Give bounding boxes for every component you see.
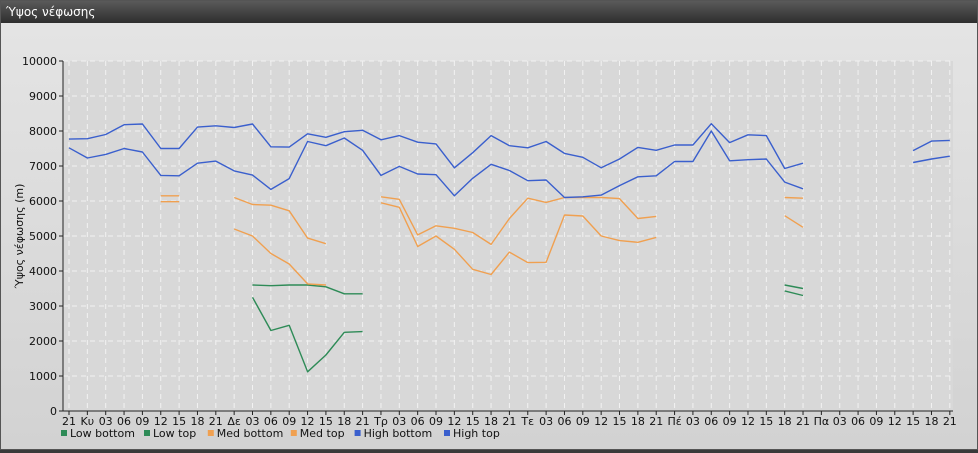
x-tick-label: 15 <box>906 415 920 428</box>
x-tick-label: 06 <box>264 415 278 428</box>
y-tick-label: 0 <box>50 405 57 418</box>
x-tick-label: 06 <box>117 415 131 428</box>
legend-label-low-top: Low top <box>153 427 196 440</box>
x-tick-label: 09 <box>869 415 883 428</box>
x-tick-label: 03 <box>833 415 847 428</box>
x-tick-label: 21 <box>796 415 810 428</box>
series-line-med-bottom <box>233 228 326 286</box>
x-tick-label: 21 <box>502 415 516 428</box>
x-tick-label: 15 <box>319 415 333 428</box>
x-tick-label: 09 <box>723 415 737 428</box>
x-tick-label: 21 <box>356 415 370 428</box>
legend-label-med-bottom: Med bottom <box>217 427 284 440</box>
x-tick-label: Πέ <box>667 415 681 428</box>
series-line-high-bottom <box>68 130 804 199</box>
y-tick-label: 9000 <box>29 90 57 103</box>
y-tick-label: 2000 <box>29 335 57 348</box>
series-line-high-top <box>68 122 804 170</box>
x-tick-label: 12 <box>594 415 608 428</box>
y-tick-label: 1000 <box>29 370 57 383</box>
x-tick-label: 21 <box>649 415 663 428</box>
x-tick-label: 18 <box>337 415 351 428</box>
y-tick-label: 3000 <box>29 300 57 313</box>
x-tick-label: 15 <box>613 415 627 428</box>
x-tick-label: 12 <box>301 415 315 428</box>
legend-swatch-med-bottom <box>207 430 214 436</box>
x-tick-label: 15 <box>466 415 480 428</box>
x-tick-label: Τρ <box>373 415 388 428</box>
x-tick-label: 09 <box>282 415 296 428</box>
window-title: Ύψος νέφωσης <box>6 5 96 19</box>
x-tick-label: 12 <box>741 415 755 428</box>
y-tick-label: 7000 <box>29 160 57 173</box>
x-tick-label: 03 <box>246 415 260 428</box>
x-tick-label: 06 <box>851 415 865 428</box>
legend-swatch-high-top <box>444 430 450 436</box>
x-tick-label: 18 <box>190 415 204 428</box>
y-tick-label: 4000 <box>29 265 57 278</box>
series-line-high-bottom <box>912 155 950 164</box>
x-tick-label: 21 <box>209 415 223 428</box>
x-tick-label: Δε <box>227 415 241 428</box>
x-tick-label: 09 <box>135 415 149 428</box>
series-line-med-top <box>784 196 804 199</box>
x-tick-label: 09 <box>576 415 590 428</box>
x-tick-label: 12 <box>447 415 461 428</box>
x-tick-label: 03 <box>99 415 113 428</box>
series-line-low-bottom <box>251 296 363 373</box>
x-tick-label: Πα <box>814 415 830 428</box>
x-tick-label: 06 <box>411 415 425 428</box>
legend-swatch-high-bottom <box>354 430 361 436</box>
x-tick-label: 06 <box>704 415 718 428</box>
title-bar: Ύψος νέφωσης <box>1 1 977 23</box>
y-tick-label: 10000 <box>22 55 57 68</box>
x-tick-label: 21 <box>943 415 957 428</box>
legend-label-high-top: High top <box>453 427 500 440</box>
y-tick-label: 5000 <box>29 230 57 243</box>
x-tick-label: 15 <box>172 415 186 428</box>
series-line-low-top <box>784 284 804 290</box>
x-tick-label: 09 <box>429 415 443 428</box>
y-tick-label: 8000 <box>29 125 57 138</box>
y-tick-label: 6000 <box>29 195 57 208</box>
series-line-med-top <box>233 196 327 245</box>
series-line-med-bottom <box>784 215 804 228</box>
x-tick-label: 21 <box>62 415 76 428</box>
x-tick-label: 03 <box>686 415 700 428</box>
series-line-med-bottom <box>380 202 657 276</box>
x-tick-label: 18 <box>484 415 498 428</box>
x-tick-label: 18 <box>778 415 792 428</box>
x-tick-label: 12 <box>888 415 902 428</box>
series-line-low-bottom <box>784 290 804 297</box>
series-line-high-top <box>912 139 950 152</box>
x-tick-label: 12 <box>154 415 168 428</box>
legend-swatch-med-top <box>290 430 297 436</box>
y-axis-label: Ύψος νέφωσης (m) <box>13 184 26 290</box>
legend-label-med-top: Med top <box>300 427 345 440</box>
x-tick-label: 15 <box>759 415 773 428</box>
x-tick-label: Κυ <box>81 415 95 428</box>
cloud-height-chart: 0 1000 2000 3000 4000 5000 6000 7000 8000 9000 100… <box>13 55 957 440</box>
chart-area: 0 1000 2000 3000 4000 5000 6000 7000 8000 9000 100… <box>1 23 977 449</box>
x-tick-label: 18 <box>924 415 938 428</box>
x-tick-label: 18 <box>631 415 645 428</box>
x-tick-label: 06 <box>557 415 571 428</box>
legend-label-high-bottom: High bottom <box>364 427 433 440</box>
x-tick-label: 03 <box>539 415 553 428</box>
x-tick-label: Τε <box>520 415 534 428</box>
x-tick-label: 03 <box>392 415 406 428</box>
legend-swatch-low-bottom <box>61 430 67 436</box>
legend-swatch-low-top <box>144 430 150 436</box>
series-line-low-top <box>252 284 363 295</box>
legend-label-low-bottom: Low bottom <box>70 427 135 440</box>
series-line-med-top <box>380 196 657 246</box>
